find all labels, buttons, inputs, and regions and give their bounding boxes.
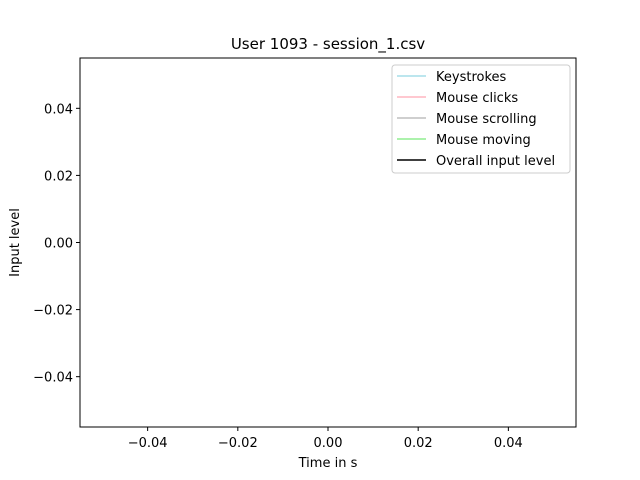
x-tick-label: −0.04 [128,436,168,451]
legend-entry: Mouse moving [436,133,531,148]
x-tick-label: −0.02 [218,436,258,451]
x-axis: −0.04 −0.02 0.00 0.02 0.04 [128,427,523,451]
y-tick-label: −0.02 [33,304,73,319]
legend-entry: Mouse clicks [436,91,518,106]
y-tick-label: −0.04 [33,371,73,386]
legend-box [391,64,571,174]
x-tick-label: 0.02 [404,436,433,451]
x-axis-label: Time in s [298,456,358,471]
y-axis-label: Input level [8,208,23,277]
legend: Keystrokes Mouse clicks Mouse scrolling Mou… [391,64,571,174]
x-tick-label: 0.04 [494,436,523,451]
y-tick-label: 0.02 [44,169,73,184]
legend-entry: Keystrokes [436,70,507,85]
legend-entry: Mouse scrolling [436,112,537,127]
x-tick-label: 0.00 [314,436,343,451]
y-axis: −0.04 −0.02 0.00 0.02 0.04 [33,102,80,386]
chart-title: User 1093 - session_1.csv [231,35,425,54]
legend-entry: Overall input level [436,154,555,169]
y-tick-label: 0.00 [44,237,73,252]
y-tick-label: 0.04 [44,102,73,117]
